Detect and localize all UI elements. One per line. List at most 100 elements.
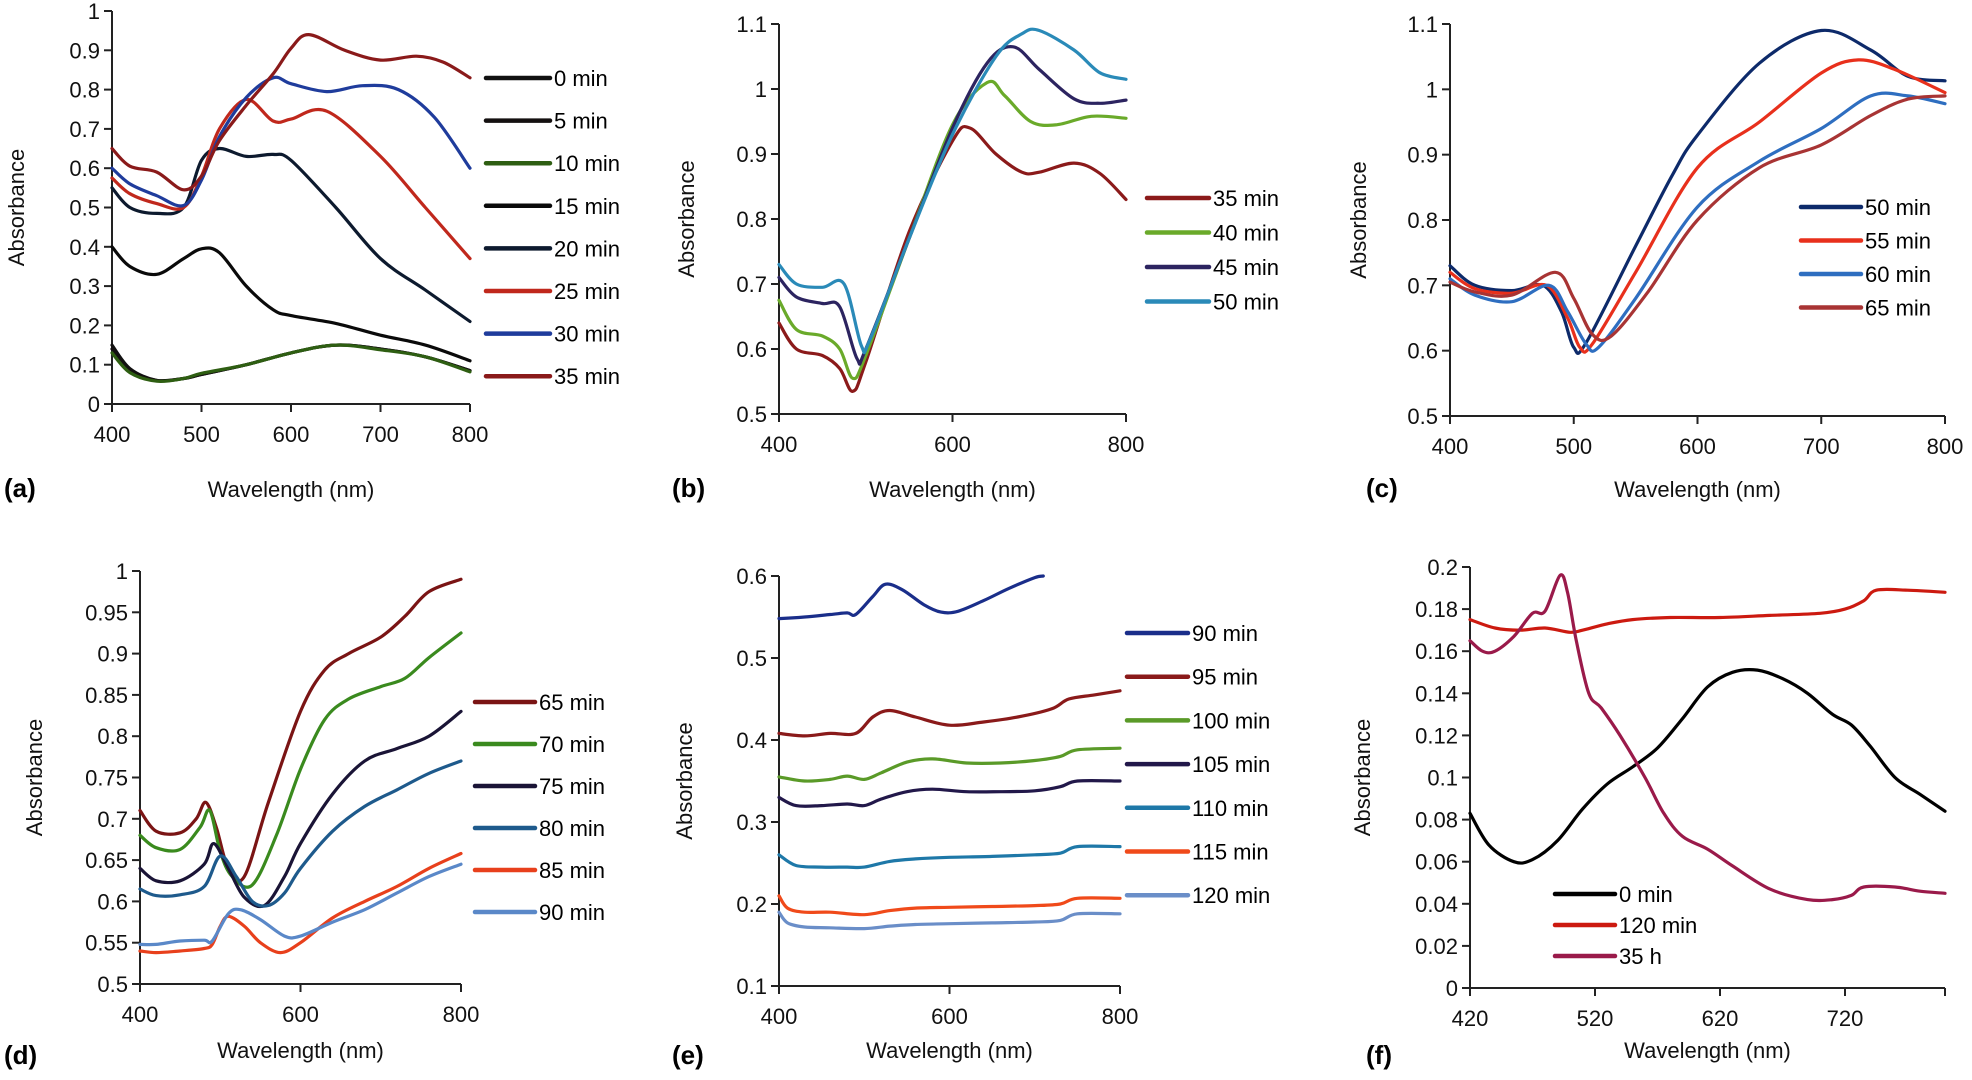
series-line-110-min	[777, 844, 1122, 870]
legend-label: 80 min	[539, 816, 605, 841]
y-tick-label: 0.3	[736, 810, 767, 835]
y-tick-label: 0.9	[736, 142, 767, 167]
panel-label: (f)	[1366, 1040, 1392, 1070]
y-tick-label: 0.5	[1407, 404, 1438, 429]
y-tick-label: 0.04	[1415, 892, 1458, 917]
legend: 35 min 40 min 45 min 50 min	[1144, 186, 1279, 315]
x-axis-title: Wavelength (nm)	[1614, 477, 1781, 502]
series-line-35-min	[110, 32, 472, 192]
x-tick-label: 800	[1108, 432, 1145, 457]
y-tick-label: 0.55	[85, 931, 128, 956]
x-tick-label: 400	[1432, 434, 1469, 459]
legend-label: 110 min	[1192, 796, 1269, 821]
y-tick-label: 0.7	[1407, 273, 1438, 298]
x-tick-label: 800	[443, 1002, 480, 1027]
legend-label: 90 min	[539, 900, 605, 925]
y-tick-label: 0.2	[1427, 555, 1458, 580]
y-tick-label: 1.1	[1407, 12, 1438, 37]
x-tick-label: 400	[94, 422, 131, 447]
x-axis-title: Wavelength (nm)	[866, 1038, 1033, 1063]
legend-label: 30 min	[554, 322, 620, 347]
series-line-30-min	[110, 75, 472, 208]
legend-label: 50 min	[1213, 290, 1279, 315]
y-tick-label: 0.6	[69, 156, 100, 181]
series-line-25-min	[110, 97, 472, 261]
legend-label: 0 min	[554, 66, 608, 91]
legend-label: 95 min	[1192, 665, 1258, 690]
legend-label: 15 min	[554, 194, 620, 219]
panel-a: 0 0.1 0.2 0.3 0.4 0.5 0.6 0.7 0.8 0.9 1 400 500 600 70…	[4, 0, 620, 503]
series-line-65-min	[138, 577, 463, 883]
series-line-0-min	[110, 343, 472, 383]
y-tick-label: 0.9	[1407, 143, 1438, 168]
legend-label: 55 min	[1865, 229, 1931, 254]
series-line-85-min	[138, 851, 463, 955]
series-line-120-min	[777, 910, 1122, 931]
legend-label: 0 min	[1619, 882, 1673, 907]
legend: 0 min 120 min 35 h	[1552, 882, 1697, 969]
series-line-120-min	[1468, 587, 1947, 634]
x-tick-label: 800	[1927, 434, 1964, 459]
y-tick-label: 0.85	[85, 683, 128, 708]
x-tick-label: 400	[122, 1002, 159, 1027]
y-tick-label: 0.18	[1415, 597, 1458, 622]
x-axis-title: Wavelength (nm)	[869, 477, 1036, 502]
y-tick-label: 0.12	[1415, 723, 1458, 748]
panel-e: 0.1 0.2 0.3 0.4 0.5 0.6 400 600 800 Wavelength (n…	[672, 564, 1270, 1070]
series-line-105-min	[777, 778, 1122, 808]
y-tick-label: 0.1	[736, 974, 767, 999]
y-tick-label: 0.6	[1407, 339, 1438, 364]
y-tick-label: 0.5	[736, 402, 767, 427]
legend-label: 70 min	[539, 732, 605, 757]
legend-label: 40 min	[1213, 221, 1279, 246]
legend-label: 45 min	[1213, 255, 1279, 280]
legend-label: 35 min	[1213, 186, 1279, 211]
y-tick-label: 0.3	[69, 274, 100, 299]
y-axis-title: Absorbance	[1350, 719, 1375, 836]
y-tick-label: 0.7	[97, 807, 128, 832]
x-tick-label: 720	[1827, 1006, 1864, 1031]
y-tick-label: 0.6	[97, 889, 128, 914]
x-axis-title: Wavelength (nm)	[217, 1038, 384, 1063]
x-tick-label: 600	[1679, 434, 1716, 459]
y-tick-label: 0.2	[69, 313, 100, 338]
legend-label: 115 min	[1192, 840, 1269, 865]
x-tick-label: 600	[934, 432, 971, 457]
y-tick-label: 0.8	[736, 207, 767, 232]
series-line-20-min	[110, 146, 472, 324]
x-tick-label: 400	[761, 432, 798, 457]
y-tick-label: 0.14	[1415, 681, 1458, 706]
y-tick-label: 0	[1446, 976, 1458, 1001]
legend: 90 min 95 min 100 min 105 min 110 min 115 min…	[1124, 621, 1270, 908]
series-line-0-min	[1468, 667, 1947, 865]
panel-c: 0.5 0.6 0.7 0.8 0.9 1 1.1 400 500 600 700 800 Wavele…	[1346, 12, 1963, 503]
series-line-15-min	[110, 245, 472, 363]
legend-label: 35 min	[554, 364, 620, 389]
y-tick-label: 0.8	[69, 78, 100, 103]
legend-label: 5 min	[554, 109, 608, 134]
panel-b: 0.5 0.6 0.7 0.8 0.9 1 1.1 400 600 800 Wavelength (…	[672, 12, 1279, 503]
panel-label: (a)	[4, 473, 36, 503]
x-tick-label: 420	[1452, 1006, 1489, 1031]
x-tick-label: 400	[761, 1004, 798, 1029]
series-line-115-min	[777, 894, 1122, 917]
y-tick-label: 0.6	[736, 564, 767, 589]
series-line-10-min	[110, 343, 472, 384]
legend-label: 65 min	[1865, 296, 1931, 321]
y-tick-label: 0.08	[1415, 808, 1458, 833]
x-tick-label: 620	[1702, 1006, 1739, 1031]
series-line-70-min	[138, 631, 463, 889]
legend-label: 120 min	[1192, 883, 1270, 908]
y-tick-label: 0.5	[736, 646, 767, 671]
y-tick-label: 1	[755, 77, 767, 102]
y-tick-label: 1	[116, 559, 128, 584]
series-line-90-min	[138, 862, 463, 947]
y-tick-label: 0.7	[736, 272, 767, 297]
y-axis-title: Absorbance	[22, 719, 47, 836]
legend-label: 85 min	[539, 858, 605, 883]
series-line-35-min	[777, 124, 1128, 393]
series-line-50-min	[777, 27, 1128, 355]
x-tick-label: 600	[282, 1002, 319, 1027]
series-line-5-min	[110, 343, 472, 383]
